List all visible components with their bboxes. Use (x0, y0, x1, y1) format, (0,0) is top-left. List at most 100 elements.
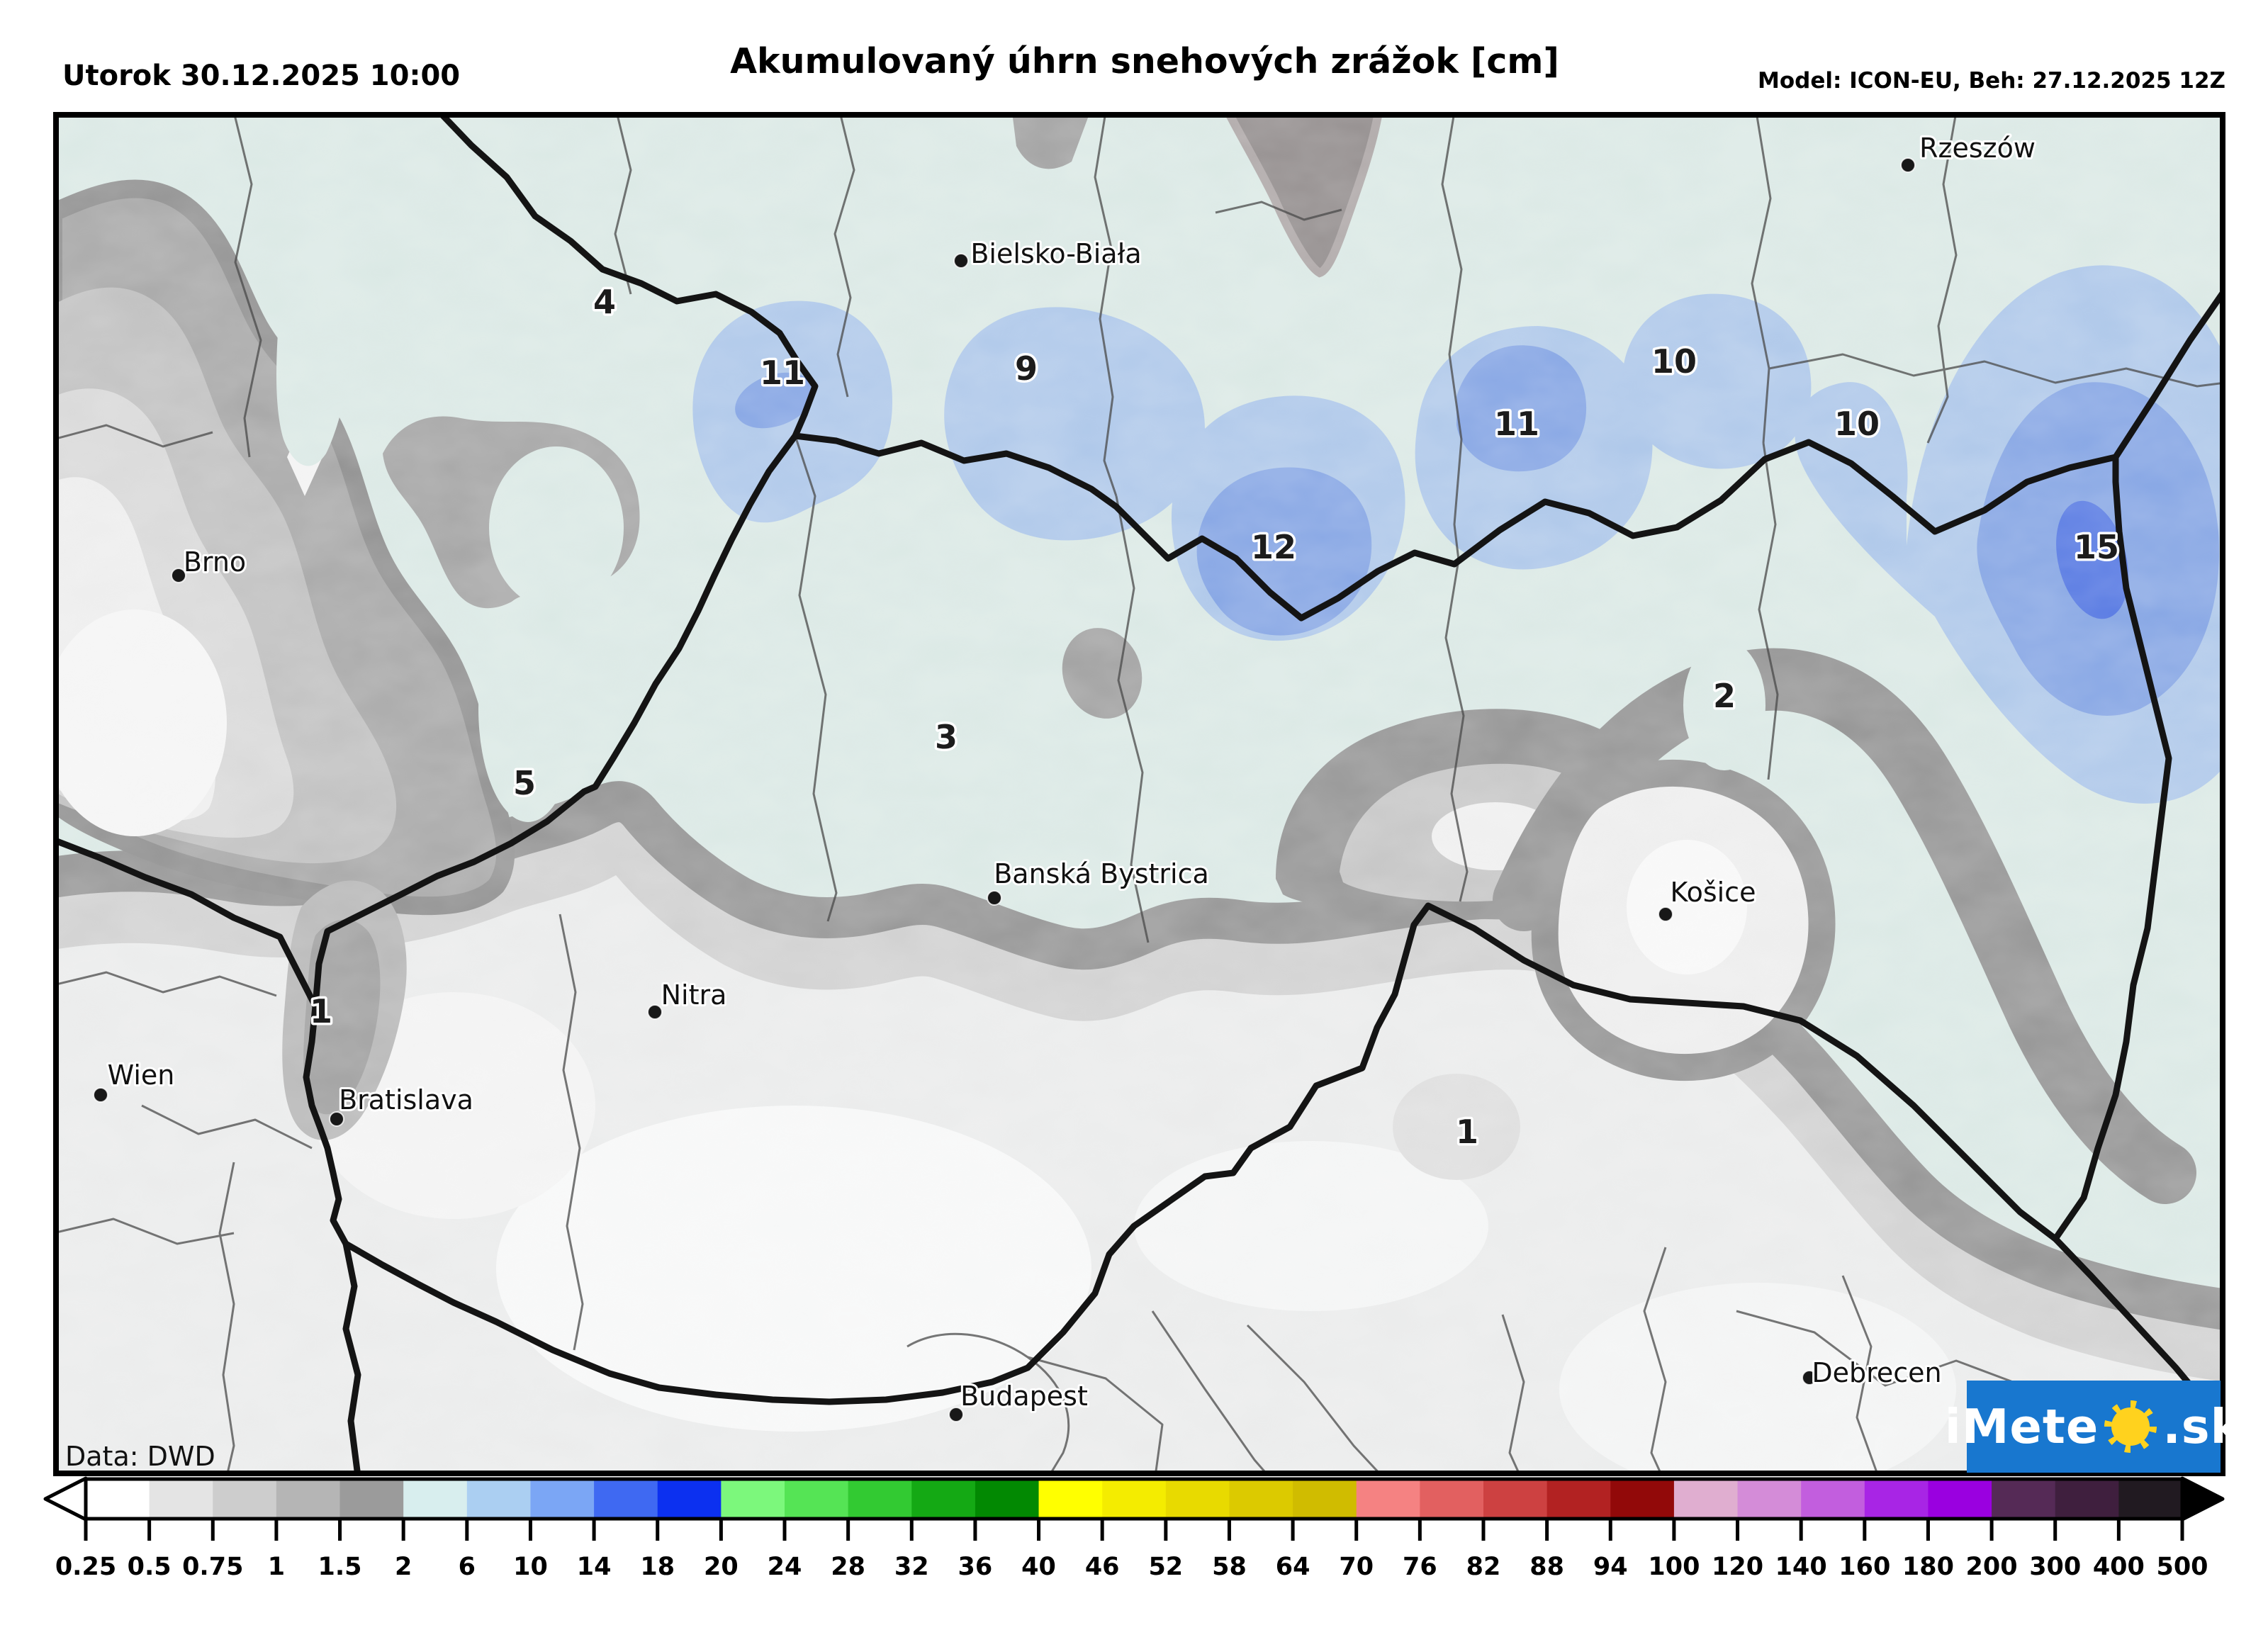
city-dot (171, 568, 186, 583)
legend-tick-label: 400 (2093, 1553, 2145, 1581)
legend-tick-label: 300 (2029, 1553, 2081, 1581)
city-label: Nitra (661, 979, 727, 1011)
city-label: Budapest (960, 1381, 1088, 1412)
map: 4 11 9 10 11 10 12 15 3 5 2 1 1 (53, 112, 2242, 1476)
legend-segment (1356, 1479, 1421, 1519)
legend-tick-label: 200 (1966, 1553, 2018, 1581)
snow-value-label: 4 (593, 283, 616, 321)
legend-segment (848, 1479, 913, 1519)
legend-segment (1038, 1479, 1104, 1519)
legend-segment (1483, 1479, 1548, 1519)
legend-segment (466, 1479, 532, 1519)
legend-tick-label: 58 (1212, 1553, 1247, 1581)
legend-segment (1165, 1479, 1230, 1519)
city-dots (93, 157, 1916, 1422)
city-dot (953, 253, 969, 269)
legend-arrow-left (43, 1476, 88, 1522)
snow-value-label: 12 (1251, 528, 1296, 566)
city-label: Debrecen (1812, 1357, 1941, 1388)
legend-segment (86, 1479, 150, 1519)
legend-tick-label: 500 (2156, 1553, 2208, 1581)
snow-value-label: 3 (935, 718, 958, 756)
city-dot (1802, 1370, 1817, 1386)
snow-value-label: 9 (1015, 349, 1038, 388)
legend-segment (1293, 1479, 1357, 1519)
legend-segment (657, 1479, 722, 1519)
legend-segment (594, 1479, 658, 1519)
city-dot (93, 1087, 108, 1103)
legend-segment (339, 1479, 405, 1519)
imeteo-logo-text-right: .sk (2162, 1399, 2243, 1454)
city-label: Bratislava (339, 1084, 473, 1115)
value-labels: 4 11 9 10 11 10 12 15 3 5 2 1 1 (307, 281, 2121, 1154)
legend-segment (530, 1479, 595, 1519)
legend-segment (1992, 1479, 2056, 1519)
legend-segment (1673, 1479, 1739, 1519)
legend-tick-label: 40 (1021, 1553, 1056, 1581)
snow-value-label: 15 (2074, 528, 2119, 566)
legend-tick-label: 20 (704, 1553, 739, 1581)
legend-segment (1928, 1479, 1993, 1519)
legend-tick-label: 140 (1775, 1553, 1827, 1581)
city-label: Banská Bystrica (994, 858, 1209, 889)
legend-tick-label: 28 (831, 1553, 865, 1581)
legend-segment (276, 1479, 341, 1519)
legend-tick-label: 10 (513, 1553, 548, 1581)
legend-segment (1102, 1479, 1167, 1519)
legend-tick-label: 1.5 (318, 1553, 362, 1581)
legend-tick-label: 0.75 (182, 1553, 243, 1581)
legend-segment (149, 1479, 214, 1519)
city-label: Brno (184, 546, 246, 578)
region-borders (53, 112, 2225, 1476)
snow-value-label: 11 (760, 354, 805, 392)
legend-tick-label: 0.25 (55, 1553, 116, 1581)
city-label: Wien (108, 1060, 175, 1091)
legend-arrow-right (2180, 1476, 2225, 1522)
legend-tick-label: 24 (768, 1553, 802, 1581)
legend-tick-label: 6 (459, 1553, 476, 1581)
legend-tick-label: 14 (577, 1553, 612, 1581)
sun-icon (2104, 1400, 2157, 1453)
map-canvas: 4 11 9 10 11 10 12 15 3 5 2 1 1 (53, 112, 2225, 1476)
city-label: Košice (1671, 877, 1756, 908)
city-dot (1658, 906, 1673, 922)
legend-tick-label: 64 (1276, 1553, 1310, 1581)
legend-tick-label: 70 (1339, 1553, 1374, 1581)
city-dot (1900, 157, 1916, 173)
city-dot (647, 1004, 663, 1020)
snow-value-label: 1 (310, 992, 332, 1030)
legend-segment (403, 1479, 468, 1519)
snow-value-label: 5 (513, 764, 536, 802)
legend-tick-label: 32 (894, 1553, 929, 1581)
map-valid-datetime: Utorok 30.12.2025 10:00 (62, 60, 461, 92)
legend-tick-label: 180 (1902, 1553, 1954, 1581)
snow-value-label: 10 (1651, 342, 1697, 381)
city-label: Bielsko-Biała (970, 238, 1141, 269)
city-dot (329, 1111, 344, 1127)
model-run-label: Model: ICON-EU, Beh: 27.12.2025 12Z (1758, 68, 2225, 94)
legend-tick-label: 76 (1403, 1553, 1437, 1581)
legend-tick-label: 88 (1529, 1553, 1564, 1581)
snow-value-label: 10 (1834, 405, 1880, 443)
legend-segment (1737, 1479, 1802, 1519)
legend-tick-label: 2 (395, 1553, 412, 1581)
legend-tick-label: 36 (958, 1553, 993, 1581)
legend-segment (2118, 1479, 2183, 1519)
country-borders (53, 112, 2225, 1476)
city-dot (987, 890, 1002, 906)
imeteo-logo: iMete .sk (1945, 1381, 2242, 1473)
legend-segment (721, 1479, 785, 1519)
legend-tick-label: 46 (1085, 1553, 1120, 1581)
legend-colorbar: 0.25 0.5 0.75 1 1.5 2 6 10 14 18 20 24 28 32 36 40 46 52 5… (0, 1460, 2268, 1630)
legend-segment (1229, 1479, 1294, 1519)
legend-tick-label: 160 (1838, 1553, 1890, 1581)
legend-segment (1420, 1479, 1484, 1519)
page-title: Akumulovaný úhrn snehových zrážok [cm] (730, 41, 1559, 82)
legend-segment (1610, 1479, 1675, 1519)
legend-tick-label: 82 (1466, 1553, 1501, 1581)
city-labels: Rzeszów Bielsko-Biała Brno Wien Bratisla… (106, 130, 2038, 1414)
legend-tick-label: 100 (1648, 1553, 1700, 1581)
snow-value-label: 2 (1713, 677, 1736, 715)
legend-tick-label: 18 (640, 1553, 675, 1581)
